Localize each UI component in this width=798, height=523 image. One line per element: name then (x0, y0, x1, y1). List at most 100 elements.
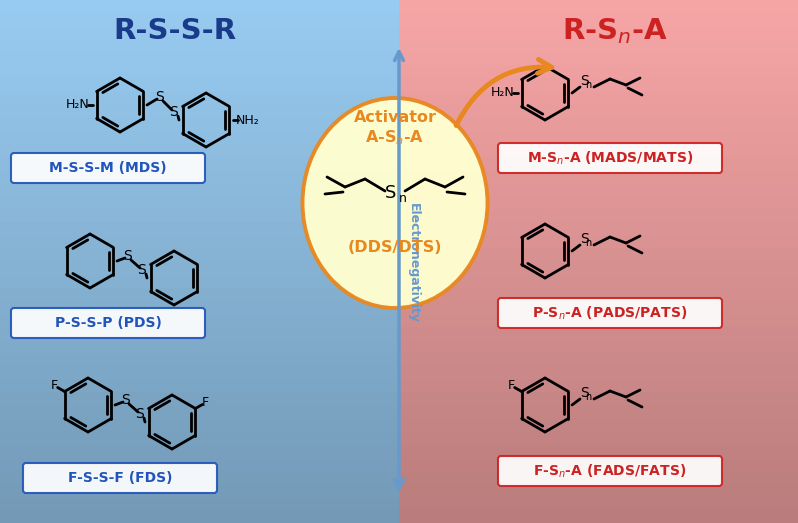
Bar (399, 314, 798, 327)
Bar (399, 157, 798, 170)
Bar (399, 13, 798, 26)
Bar (399, 392, 798, 405)
Bar (399, 484, 798, 497)
Bar (0, 275, 399, 288)
FancyBboxPatch shape (23, 463, 217, 493)
Bar (0, 497, 399, 510)
Text: F: F (508, 379, 516, 392)
Bar (0, 405, 399, 418)
Bar (399, 78, 798, 92)
Text: S: S (155, 90, 164, 104)
Bar (399, 510, 798, 523)
Text: S: S (580, 386, 589, 400)
Bar (0, 445, 399, 458)
Text: Electronegativity: Electronegativity (407, 203, 420, 323)
Bar (399, 301, 798, 314)
Bar (399, 92, 798, 105)
Text: F-S$_n$-A (FADS/FATS): F-S$_n$-A (FADS/FATS) (533, 462, 686, 480)
Text: P-S$_n$-A (PADS/PATS): P-S$_n$-A (PADS/PATS) (532, 304, 688, 322)
Bar (399, 39, 798, 52)
Text: n: n (399, 192, 407, 206)
Text: S: S (580, 74, 589, 88)
Bar (0, 26, 399, 39)
Bar (399, 170, 798, 183)
Text: S: S (385, 184, 397, 202)
Bar (399, 248, 798, 262)
Text: F: F (202, 396, 209, 409)
Bar (0, 157, 399, 170)
Text: S: S (170, 105, 179, 119)
Bar (399, 418, 798, 431)
Text: P-S-S-P (PDS): P-S-S-P (PDS) (54, 316, 161, 330)
Bar (399, 458, 798, 471)
Bar (399, 262, 798, 275)
Text: (DDS/DTS): (DDS/DTS) (348, 241, 442, 256)
FancyBboxPatch shape (498, 298, 722, 328)
Bar (399, 275, 798, 288)
FancyBboxPatch shape (498, 143, 722, 173)
Bar (399, 65, 798, 78)
Bar (399, 327, 798, 340)
Text: S: S (120, 393, 129, 407)
Bar (0, 144, 399, 157)
Bar (0, 471, 399, 484)
Bar (399, 52, 798, 65)
Text: F: F (51, 379, 58, 392)
Bar (0, 235, 399, 248)
Bar (0, 484, 399, 497)
Bar (399, 497, 798, 510)
Bar (0, 39, 399, 52)
Text: S: S (137, 263, 146, 277)
Bar (0, 170, 399, 183)
Bar (0, 196, 399, 209)
Text: n: n (586, 392, 592, 402)
Bar (399, 26, 798, 39)
Bar (399, 118, 798, 131)
Bar (0, 222, 399, 235)
Bar (0, 262, 399, 275)
Bar (0, 78, 399, 92)
Bar (0, 13, 399, 26)
Bar (0, 418, 399, 431)
Text: H₂N: H₂N (491, 86, 515, 99)
Bar (0, 340, 399, 353)
Text: M-S-S-M (MDS): M-S-S-M (MDS) (49, 161, 167, 175)
FancyBboxPatch shape (11, 153, 205, 183)
Bar (0, 327, 399, 340)
FancyArrowPatch shape (394, 52, 404, 488)
Bar (0, 209, 399, 222)
Bar (399, 405, 798, 418)
Bar (0, 353, 399, 366)
Text: S: S (123, 249, 132, 263)
Bar (0, 379, 399, 392)
Bar (399, 431, 798, 445)
Bar (0, 431, 399, 445)
Bar (399, 235, 798, 248)
Text: n: n (586, 79, 592, 89)
Bar (0, 0, 399, 13)
Bar (399, 222, 798, 235)
Bar (0, 118, 399, 131)
Text: S: S (136, 407, 144, 421)
Bar (399, 105, 798, 118)
Bar (399, 196, 798, 209)
Bar (0, 392, 399, 405)
Bar (0, 458, 399, 471)
Ellipse shape (302, 98, 488, 308)
Bar (0, 301, 399, 314)
Bar (0, 314, 399, 327)
Bar (399, 131, 798, 144)
Text: n: n (586, 237, 592, 247)
FancyArrowPatch shape (456, 60, 551, 126)
Bar (399, 209, 798, 222)
Bar (0, 288, 399, 301)
Bar (0, 105, 399, 118)
Bar (0, 65, 399, 78)
Text: R-S$_n$-A: R-S$_n$-A (562, 16, 668, 46)
Bar (0, 366, 399, 379)
Bar (399, 379, 798, 392)
Text: F-S-S-F (FDS): F-S-S-F (FDS) (68, 471, 172, 485)
FancyBboxPatch shape (498, 456, 722, 486)
Bar (399, 288, 798, 301)
Bar (399, 340, 798, 353)
